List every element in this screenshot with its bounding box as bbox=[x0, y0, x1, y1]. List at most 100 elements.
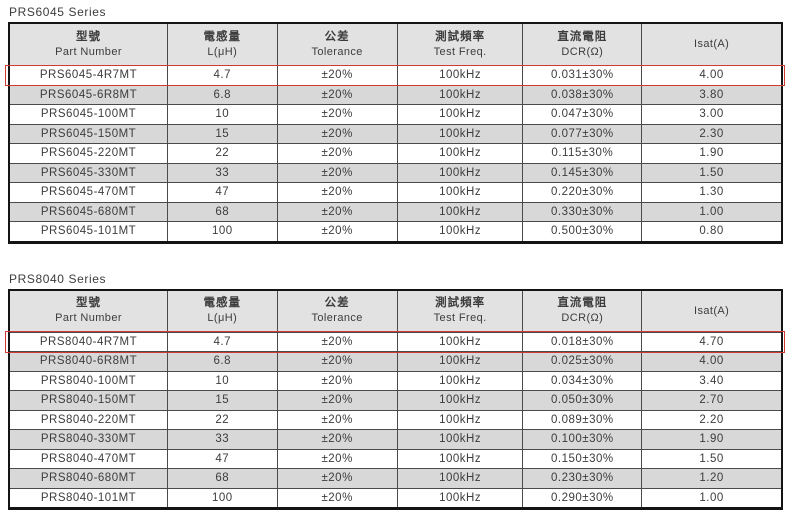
column-header-zh: 直流電阻 bbox=[557, 30, 608, 43]
spec-table-prs6045: 型號 Part Number 電感量 L(μH) 公差 Tolerance 測試頻率 Test… bbox=[5, 22, 785, 244]
table-body: PRS6045-4R7MT 4.7 ±20% 100kHz 0.031±30% 4.00 P… bbox=[5, 64, 785, 241]
column-header-zh: 電感量 bbox=[203, 297, 242, 310]
table-row: PRS8040-150MT 15 ±20% 100kHz 0.050±30% 2.70 bbox=[10, 390, 781, 410]
column-header-en: DCR(Ω) bbox=[561, 312, 604, 325]
column-header-en: Test Freq. bbox=[433, 45, 487, 58]
cell: 22 bbox=[168, 410, 278, 429]
cell: PRS8040-6R8MT bbox=[10, 352, 169, 371]
table-row: PRS6045-150MT 15 ±20% 100kHz 0.077±30% 2.30 bbox=[10, 123, 781, 143]
cell: 0.038±30% bbox=[523, 85, 643, 104]
table-row: PRS8040-4R7MT 4.7 ±20% 100kHz 0.018±30% 4.70 bbox=[5, 331, 785, 353]
cell: 1.20 bbox=[699, 472, 724, 485]
cell: ±20% bbox=[278, 202, 398, 221]
column-header: 直流電阻 DCR(Ω) bbox=[523, 290, 643, 332]
cell: 4.7 bbox=[168, 332, 278, 351]
column-header-en: L(μH) bbox=[207, 312, 238, 325]
cell: 100kHz bbox=[398, 332, 524, 351]
cell: ±20% bbox=[278, 410, 398, 429]
cell: ±20% bbox=[278, 183, 398, 202]
series-section-prs6045: PRS6045 Series 型號 Part Number 電感量 L(μH) 公差 To… bbox=[5, 5, 785, 244]
cell: PRS8040-150MT bbox=[10, 391, 169, 410]
cell: ±20% bbox=[278, 222, 398, 241]
cell: ±20% bbox=[278, 391, 398, 410]
table-row: PRS6045-101MT 100 ±20% 100kHz 0.500±30% 0.80 bbox=[10, 221, 781, 241]
column-header: 測試頻率 Test Freq. bbox=[398, 24, 524, 65]
cell: ±20% bbox=[278, 352, 398, 371]
cell: 100kHz bbox=[398, 371, 524, 390]
cell: ±20% bbox=[278, 371, 398, 390]
column-header: 直流電阻 DCR(Ω) bbox=[523, 24, 643, 65]
cell: ±20% bbox=[278, 469, 398, 488]
cell: 4.00 bbox=[699, 355, 724, 368]
column-header-zh: 型號 bbox=[76, 297, 102, 310]
table-header-row: 型號 Part Number 電感量 L(μH) 公差 Tolerance 測試頻率 Test… bbox=[10, 24, 781, 65]
cell: 0.330±30% bbox=[523, 202, 643, 221]
column-header-zh: 直流電阻 bbox=[557, 297, 608, 310]
column-header-zh: 公差 bbox=[324, 297, 350, 310]
cell: PRS6045-220MT bbox=[10, 144, 169, 163]
table-row: PRS8040-470MT 47 ±20% 100kHz 0.150±30% 1.50 bbox=[10, 448, 781, 468]
cell: 3.40 bbox=[699, 374, 724, 387]
column-header: 測試頻率 Test Freq. bbox=[398, 290, 524, 332]
cell: 100 bbox=[168, 222, 278, 241]
cell: 0.077±30% bbox=[523, 124, 643, 143]
cell: PRS8040-100MT bbox=[10, 371, 169, 390]
column-header: Isat(A) bbox=[642, 291, 781, 332]
cell: 4.00 bbox=[699, 69, 724, 82]
column-header: 公差 Tolerance bbox=[278, 24, 398, 65]
cell: 0.220±30% bbox=[523, 183, 643, 202]
cell: 0.089±30% bbox=[523, 410, 643, 429]
cell: 1.50 bbox=[699, 166, 724, 179]
cell: 1.00 bbox=[699, 205, 724, 218]
cell: 0.115±30% bbox=[523, 144, 643, 163]
cell: 0.80 bbox=[699, 225, 724, 238]
cell: 100kHz bbox=[398, 183, 524, 202]
cell: 100kHz bbox=[398, 488, 524, 507]
cell: 100kHz bbox=[398, 85, 524, 104]
cell: 0.150±30% bbox=[523, 449, 643, 468]
table-row: PRS6045-680MT 68 ±20% 100kHz 0.330±30% 1.00 bbox=[10, 201, 781, 221]
cell: 100kHz bbox=[398, 430, 524, 449]
cell: ±20% bbox=[278, 144, 398, 163]
cell: 0.145±30% bbox=[523, 163, 643, 182]
cell: 10 bbox=[168, 371, 278, 390]
cell: 100kHz bbox=[398, 124, 524, 143]
cell: ±20% bbox=[278, 163, 398, 182]
cell: 100kHz bbox=[398, 202, 524, 221]
cell: 100kHz bbox=[398, 105, 524, 124]
column-header-en: L(μH) bbox=[207, 45, 238, 58]
cell: 1.50 bbox=[699, 452, 724, 465]
cell: 15 bbox=[168, 124, 278, 143]
cell: 15 bbox=[168, 391, 278, 410]
table-row: PRS6045-4R7MT 4.7 ±20% 100kHz 0.031±30% 4.00 bbox=[5, 64, 785, 86]
cell: ±20% bbox=[278, 105, 398, 124]
cell: PRS6045-6R8MT bbox=[10, 85, 169, 104]
table-body: PRS8040-4R7MT 4.7 ±20% 100kHz 0.018±30% 4.70 P… bbox=[5, 331, 785, 507]
column-header-en: Part Number bbox=[55, 312, 122, 325]
cell: ±20% bbox=[278, 449, 398, 468]
cell: 2.30 bbox=[699, 127, 724, 140]
column-header-zh: 型號 bbox=[76, 30, 102, 43]
cell: 6.8 bbox=[168, 352, 278, 371]
cell: PRS8040-4R7MT bbox=[10, 332, 169, 351]
cell: 100kHz bbox=[398, 222, 524, 241]
column-header-en: Tolerance bbox=[311, 312, 363, 325]
table-header-row: 型號 Part Number 電感量 L(μH) 公差 Tolerance 測試頻率 Test… bbox=[10, 290, 781, 332]
cell: PRS6045-150MT bbox=[10, 124, 169, 143]
cell: PRS8040-470MT bbox=[10, 449, 169, 468]
table-row: PRS6045-220MT 22 ±20% 100kHz 0.115±30% 1.90 bbox=[10, 143, 781, 163]
cell: 33 bbox=[168, 163, 278, 182]
cell: 1.00 bbox=[699, 491, 724, 504]
table-row: PRS6045-470MT 47 ±20% 100kHz 0.220±30% 1.30 bbox=[10, 182, 781, 202]
cell: 100kHz bbox=[398, 469, 524, 488]
column-header: Isat(A) bbox=[642, 24, 781, 65]
series-title: PRS6045 Series bbox=[9, 5, 107, 19]
column-header-zh: 公差 bbox=[324, 30, 350, 43]
table-row: PRS8040-101MT 100 ±20% 100kHz 0.290±30% 1.00 bbox=[10, 487, 781, 507]
table-row: PRS6045-100MT 10 ±20% 100kHz 0.047±30% 3.00 bbox=[10, 104, 781, 124]
series-section-prs8040: PRS8040 Series 型號 Part Number 電感量 L(μH) 公差 To… bbox=[5, 272, 785, 510]
cell: 68 bbox=[168, 202, 278, 221]
cell: 47 bbox=[168, 183, 278, 202]
cell: 4.70 bbox=[699, 335, 724, 348]
cell: ±20% bbox=[278, 66, 398, 85]
